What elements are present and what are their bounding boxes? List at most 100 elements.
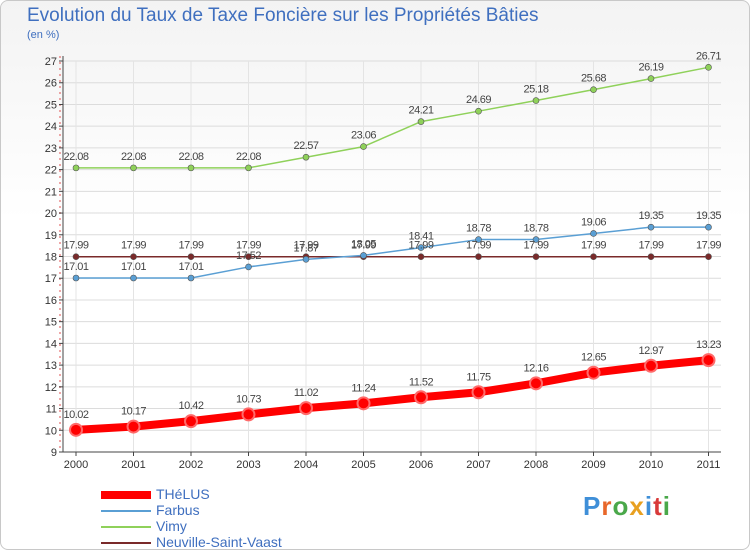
data-label: 24.21 <box>408 105 433 117</box>
data-point <box>532 236 540 243</box>
data-label: 17.99 <box>523 240 548 252</box>
legend-label: Neuville-Saint-Vaast <box>156 534 282 550</box>
y-tick-label: 21 <box>45 186 57 198</box>
data-point <box>417 118 425 125</box>
data-point <box>130 164 137 172</box>
data-label: 22.08 <box>121 151 146 163</box>
y-tick-label: 13 <box>45 360 57 372</box>
data-point <box>644 358 658 373</box>
data-label: 12.97 <box>638 345 663 357</box>
y-tick-label: 15 <box>45 317 57 329</box>
data-point <box>471 385 486 400</box>
data-point <box>417 253 425 261</box>
data-point <box>72 164 80 172</box>
data-label: 10.17 <box>121 406 146 418</box>
data-point <box>529 376 543 391</box>
data-point <box>126 419 141 434</box>
x-tick-label: 2001 <box>121 459 145 471</box>
data-point <box>360 252 367 259</box>
x-tick-label: 2003 <box>236 459 260 471</box>
data-label: 12.16 <box>523 362 548 374</box>
y-tick-label: 14 <box>45 338 57 350</box>
logo-letter: x <box>629 491 645 521</box>
unit-label: (en %) <box>27 29 60 41</box>
y-tick-label: 9 <box>51 447 57 459</box>
chart-legend: THéLUS Farbus Vimy Neuville-Saint-Vaast <box>101 486 341 550</box>
y-tick-label: 10 <box>45 425 57 437</box>
legend-item: Neuville-Saint-Vaast <box>101 534 341 550</box>
data-point <box>647 75 655 82</box>
data-label: 18.78 <box>466 223 491 235</box>
y-tick-label: 19 <box>45 230 57 242</box>
legend-swatch <box>101 510 151 512</box>
legend-label: Farbus <box>156 502 200 518</box>
data-point <box>184 414 198 429</box>
y-tick-label: 25 <box>45 99 57 111</box>
data-point <box>705 223 712 231</box>
data-label: 17.99 <box>408 240 433 252</box>
data-label: 25.68 <box>581 73 606 85</box>
data-point <box>590 86 597 93</box>
data-point <box>72 274 80 282</box>
data-label: 17.99 <box>63 240 88 252</box>
y-tick-label: 18 <box>45 252 57 264</box>
x-tick-label: 2005 <box>351 459 375 471</box>
data-label: 17.99 <box>638 240 663 252</box>
data-point <box>130 253 137 261</box>
data-point <box>299 401 313 416</box>
x-tick-label: 2010 <box>639 459 663 471</box>
data-label: 10.73 <box>236 393 261 405</box>
y-tick-label: 12 <box>45 382 57 394</box>
data-point <box>647 223 655 231</box>
legend-swatch <box>101 491 151 499</box>
data-point <box>417 244 425 251</box>
data-label: 17.99 <box>121 240 146 252</box>
data-point <box>475 253 482 261</box>
data-label: 22.08 <box>63 151 88 163</box>
data-label: 17.99 <box>696 240 721 252</box>
data-label: 17.87 <box>293 242 318 254</box>
data-point <box>356 396 371 411</box>
data-label: 12.65 <box>581 352 606 364</box>
data-point <box>705 63 712 71</box>
data-label: 11.24 <box>351 382 376 394</box>
logo-letter: r <box>601 491 613 521</box>
data-label: 11.75 <box>466 371 491 383</box>
data-label: 17.99 <box>466 240 491 252</box>
data-label: 19.35 <box>638 210 663 222</box>
data-label: 22.57 <box>293 140 318 152</box>
data-point <box>701 353 716 368</box>
y-tick-label: 22 <box>45 165 57 177</box>
data-label: 22.08 <box>178 151 203 163</box>
data-label: 10.42 <box>178 400 203 412</box>
data-label: 17.99 <box>351 240 376 252</box>
y-tick-label: 23 <box>45 143 57 155</box>
data-label: 13.23 <box>696 339 721 351</box>
data-point <box>705 253 712 261</box>
data-point <box>532 97 540 104</box>
data-point <box>302 153 310 161</box>
data-point <box>302 256 310 263</box>
data-label: 17.52 <box>236 250 261 262</box>
x-tick-label: 2009 <box>581 459 605 471</box>
data-point <box>187 253 195 261</box>
x-tick-label: 2011 <box>697 459 721 471</box>
data-label: 19.35 <box>696 210 721 222</box>
y-tick-label: 17 <box>45 273 57 285</box>
x-tick-label: 2006 <box>409 459 433 471</box>
series-line-Farbus <box>75 226 710 279</box>
y-tick-label: 24 <box>45 121 57 133</box>
data-label: 11.52 <box>409 376 434 388</box>
data-point <box>245 164 252 172</box>
x-tick-label: 2007 <box>466 459 490 471</box>
data-point <box>187 274 195 282</box>
data-point <box>245 253 252 261</box>
data-label: 23.06 <box>351 130 376 142</box>
series-line-THéLUS <box>72 356 713 434</box>
data-label: 18.78 <box>523 223 548 235</box>
x-tick-label: 2002 <box>179 459 203 471</box>
logo-letter: t <box>653 491 663 521</box>
data-point <box>187 164 195 172</box>
